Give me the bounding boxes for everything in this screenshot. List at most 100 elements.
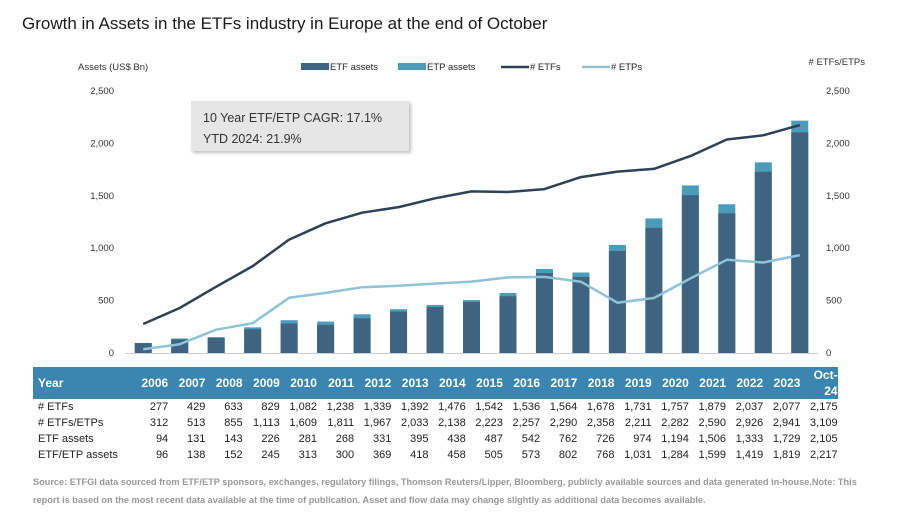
etf-assets-bar [317,324,335,353]
legend-label: ETF assets [330,62,378,73]
etf-assets-bar [572,276,590,353]
etf-assets-bar [463,301,480,353]
table-cell: 418 [410,449,429,461]
table-year: 2023 [763,367,801,399]
table-cell: 94 [155,433,169,445]
legend-swatch [301,63,329,70]
table-cell: 1,811 [327,417,355,429]
table-cell: 1,284 [661,449,689,461]
table-cell: 2,105 [810,433,838,445]
table-cell: 1,879 [698,401,726,413]
left-tick-label: 2,000 [90,138,114,149]
table-cell: 2,211 [624,417,652,429]
table-row-label: # ETFs/ETPs [38,417,104,429]
etf-assets-bar [499,296,517,353]
table-cell: 2,217 [810,449,838,461]
table-cell: 438 [447,433,466,445]
cagr-line-1: 10 Year ETF/ETP CAGR: 17.1% [203,111,383,125]
table-cell: 802 [558,449,578,461]
etf-assets-bar [645,227,663,353]
right-tick-label: 1,000 [826,243,850,254]
source-note: Source: ETFGI data sourced from ETF/ETP … [33,477,857,505]
table-cell: 2,138 [438,417,466,429]
left-tick-label: 1,000 [90,243,114,254]
table-cell: 1,333 [735,433,764,445]
table-cell: 855 [224,417,243,429]
table-cell: 268 [335,433,355,445]
table-cell: 369 [372,449,392,461]
table-cell: 1,082 [289,401,317,413]
table-row: # ETFs 277 429 633 829 1,082 1,238 1,339 1,392 1,… [33,399,838,415]
table-cell: 726 [596,433,615,445]
table-cell: 2,282 [661,417,689,429]
table-cell: 131 [187,433,206,445]
table-cell: 1,678 [586,401,615,413]
table-year: 2016 [502,367,541,399]
etf-assets-bar [791,132,809,353]
table-cell: 1,819 [772,449,801,461]
table-cell: 1,339 [363,401,392,413]
table-cell: 974 [633,433,652,445]
table-cell: 277 [149,401,169,413]
table-cell: 1,731 [624,401,652,413]
table-cell: 1,194 [661,433,689,445]
cagr-annotation: 10 Year ETF/ETP CAGR: 17.1% YTD 2024: 21… [191,101,409,151]
table-cell: 245 [261,449,280,461]
table-cell: 2,223 [475,417,503,429]
table-cell: 2,358 [586,417,615,429]
table-year: 2007 [168,367,206,399]
table-year: 2019 [614,367,652,399]
table-cell: 2,037 [735,401,764,413]
table-cell: 487 [484,433,503,445]
table-cell: 1,419 [735,449,764,461]
table-cell: 829 [261,401,280,413]
table-year: 2010 [279,367,317,399]
table-row: # ETFs/ETPs 312 513 855 1,113 1,609 1,811 1,967… [33,415,838,431]
table-cell: 2,590 [698,417,726,429]
table-cell: 1,506 [698,433,726,445]
table-cell: 505 [484,449,503,461]
table-year: 2015 [465,367,503,399]
table-cell: 2,077 [772,401,801,413]
table-cell: 395 [410,433,429,445]
table-cell: 768 [596,449,615,461]
table-year: 2021 [688,367,726,399]
etf-assets-bar [353,318,371,353]
table-year: 2018 [577,367,615,399]
table-cell: 633 [224,401,243,413]
chart-title: Growth in Assets in the ETFs industry in… [22,14,548,33]
table-year: 2013 [391,367,429,399]
table-header-row: Year 2006 2007 2008 2009 2010 2011 2012 2013 2014… [33,367,838,399]
etf-assets-bar [426,307,444,353]
legend-swatch [398,63,426,70]
left-tick-label: 0 [109,348,114,359]
table-row-label: ETF/ETP assets [38,449,118,461]
table-cell: 762 [558,433,578,445]
etf-assets-bar [535,273,553,353]
table-cell: 152 [224,449,243,461]
table-year: 2022 [726,367,764,399]
right-tick-label: 2,500 [826,86,850,97]
table-cell: 1,757 [661,401,689,413]
right-tick-label: 500 [826,296,842,307]
table-year: Oct-24 [800,367,838,399]
table-cell: 542 [521,433,541,445]
table-cell: 3,109 [810,417,838,429]
table-cell: 96 [155,449,169,461]
etps-count-line [143,253,801,351]
etf-assets-bar [280,323,298,353]
table-year: 2012 [354,367,392,399]
table-cell: 429 [187,401,206,413]
etf-assets-bar [718,213,736,353]
right-axis-label: # ETFs/ETPs [809,57,866,68]
right-tick-label: 2,000 [826,138,850,149]
table-cell: 1,729 [772,433,801,445]
table-row: ETF assets 94 131 143 226 281 268 331 395 438 487 5… [33,431,838,447]
data-table: Year 2006 2007 2008 2009 2010 2011 2012 2013 2014… [33,367,838,463]
right-tick-label: 0 [826,348,831,359]
left-axis-label: Assets (US$ Bn) [78,62,148,73]
table-cell: 2,926 [735,417,764,429]
etf-assets-bar [390,311,408,353]
table-cell: 143 [224,433,243,445]
chart-canvas: Assets (US$ Bn) # ETFs/ETPs 0 0 500 500 1,000 1… [78,57,866,359]
